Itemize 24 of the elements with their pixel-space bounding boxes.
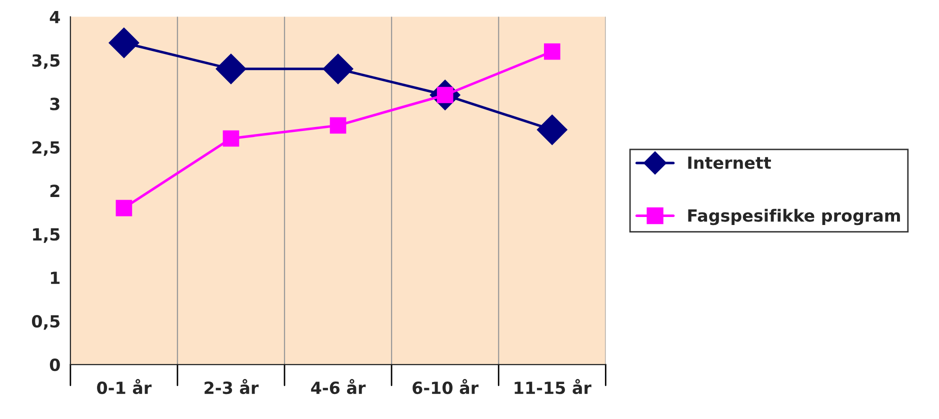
point [108, 28, 140, 58]
x-tick-label: 4-6 år [311, 379, 366, 394]
point [322, 54, 354, 84]
x-tick-label: 11-15 år [514, 379, 592, 394]
x-tick-label: 0-1 år [97, 379, 152, 394]
y-tick-label: 3 [50, 98, 60, 110]
point [222, 130, 240, 147]
legend-label: Fagspesifikke program [688, 208, 900, 226]
y-tick-label: 1 [50, 272, 60, 284]
point [330, 117, 346, 134]
x-tick-label: 6-10 år [412, 379, 479, 394]
point [544, 43, 560, 60]
y-tick-label: 0 [50, 358, 60, 372]
y-tick-label: 4 [50, 10, 60, 24]
y-tick-label: 2,5 [32, 141, 60, 156]
point [536, 114, 568, 146]
y-tick-label: 3,5 [32, 54, 60, 69]
point [116, 200, 132, 216]
point [216, 54, 246, 84]
y-tick-label: 0,5 [32, 315, 60, 330]
legend-label: Internett [688, 156, 771, 170]
x-tick-label: 2-3 år [204, 379, 259, 394]
y-tick-label: 1,5 [33, 228, 60, 243]
y-tick-label: 2 [50, 184, 60, 197]
